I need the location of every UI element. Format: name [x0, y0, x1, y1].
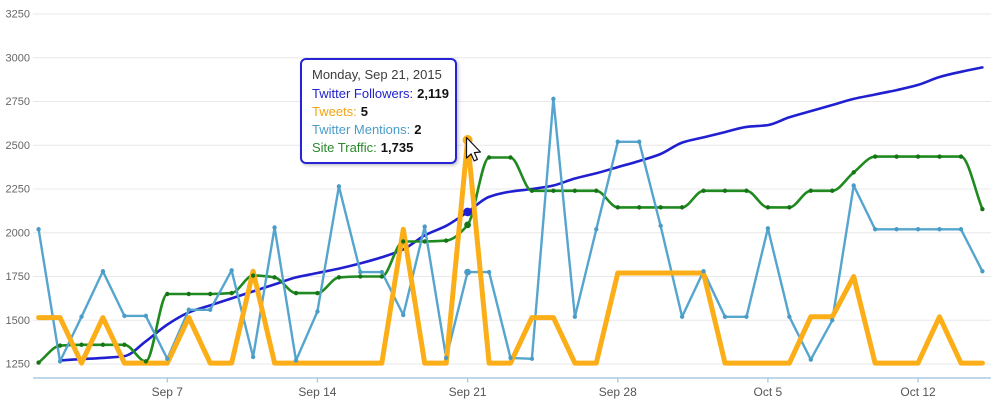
x-axis-tick-label: Sep 28: [599, 385, 637, 399]
tooltip-traffic-value: 1,735: [380, 140, 414, 155]
tooltip-row-mentions: Twitter Mentions: 2: [312, 121, 445, 139]
tooltip-mentions-label: Twitter Mentions:: [312, 122, 411, 137]
hover-marker-site-traffic: [464, 221, 471, 229]
series-line-twitter-mentions[interactable]: [37, 97, 984, 363]
x-axis-tick-label: Sep 21: [449, 385, 487, 399]
x-axis-tick-label: Oct 5: [754, 385, 783, 399]
hover-marker-twitter-followers: [463, 207, 472, 217]
tooltip-row-traffic: Site Traffic: 1,735: [312, 139, 445, 157]
gridlines: [33, 13, 991, 365]
tooltip-followers-label: Twitter Followers:: [312, 86, 414, 101]
series-line-twitter-followers[interactable]: [58, 66, 984, 362]
x-axis: Sep 7 Sep 14 Sep 21 Sep 28 Oct 5 Oct 12: [33, 377, 991, 399]
x-axis-tick-label: Sep 14: [298, 385, 336, 399]
y-axis-tick-label: 2000: [6, 227, 30, 239]
y-axis-tick-label: 3250: [6, 9, 30, 21]
tooltip-tweets-label: Tweets:: [312, 104, 357, 119]
y-axis-tick-label: 1500: [6, 315, 30, 327]
series-line-tweets[interactable]: [36, 137, 985, 366]
mouse-cursor-icon: [465, 136, 481, 162]
y-axis-labels: 3250 3000 2750 2500 2250 2000 1750 1500 1250: [6, 9, 30, 371]
chart-tooltip: Monday, Sep 21, 2015 Twitter Followers: 2…: [300, 58, 457, 164]
tooltip-mentions-value: 2: [414, 122, 422, 137]
hover-marker-twitter-mentions: [464, 268, 471, 276]
tooltip-tweets-value: 5: [360, 104, 369, 119]
y-axis-tick-label: 2500: [6, 140, 30, 152]
series-markers-twitter-mentions: [36, 96, 985, 364]
tooltip-row-tweets: Tweets: 5: [312, 103, 445, 121]
tooltip-row-followers: Twitter Followers: 2,119: [312, 85, 449, 103]
y-axis-tick-label: 2250: [6, 184, 30, 196]
x-axis-tick-label: Oct 12: [900, 385, 936, 399]
y-axis-tick-label: 3000: [6, 52, 30, 64]
tooltip-traffic-label: Site Traffic:: [312, 140, 377, 155]
tooltip-date-title: Monday, Sep 21, 2015: [312, 67, 442, 82]
y-axis-tick-label: 2750: [6, 96, 30, 108]
x-axis-tick-label: Sep 7: [152, 385, 184, 399]
tooltip-followers-value: 2,119: [417, 86, 449, 101]
series-markers-site-traffic: [36, 154, 985, 365]
y-axis-tick-label: 1250: [6, 359, 30, 371]
y-axis-tick-label: 1750: [6, 271, 30, 283]
